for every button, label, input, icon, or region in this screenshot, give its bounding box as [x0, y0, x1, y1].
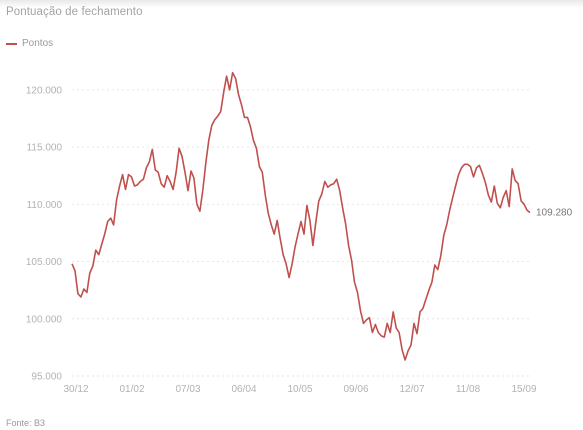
legend-label: Pontos: [22, 38, 54, 49]
y-tick-label: 100.000: [26, 314, 63, 325]
y-tick-label: 110.000: [27, 200, 63, 211]
legend: Pontos: [6, 38, 53, 49]
legend-swatch: [6, 42, 17, 45]
x-tick-label: 07/03: [175, 384, 200, 395]
x-tick-label: 09/06: [343, 384, 368, 395]
top-edge: [0, 0, 583, 8]
x-tick-label: 06/04: [231, 384, 256, 395]
series-line-pontos: [71, 71, 531, 361]
chart-subtitle: Pontuação de fechamento: [6, 6, 143, 18]
x-tick-label: 11/08: [456, 384, 481, 395]
x-tick-label: 01/02: [119, 384, 144, 395]
x-tick-label: 10/05: [287, 384, 312, 395]
x-tick-label: 12/07: [399, 384, 424, 395]
y-tick-label: 115.000: [27, 143, 63, 154]
y-tick-label: 105.000: [26, 257, 63, 268]
x-tick-label: 15/09: [511, 384, 536, 395]
y-tick-label: 95.000: [31, 372, 62, 383]
source-note: Fonte: B3: [6, 418, 46, 428]
x-tick-label: 30/12: [63, 384, 88, 395]
last-value-label: 109.280: [536, 208, 573, 219]
y-tick-label: 120.000: [26, 85, 63, 96]
